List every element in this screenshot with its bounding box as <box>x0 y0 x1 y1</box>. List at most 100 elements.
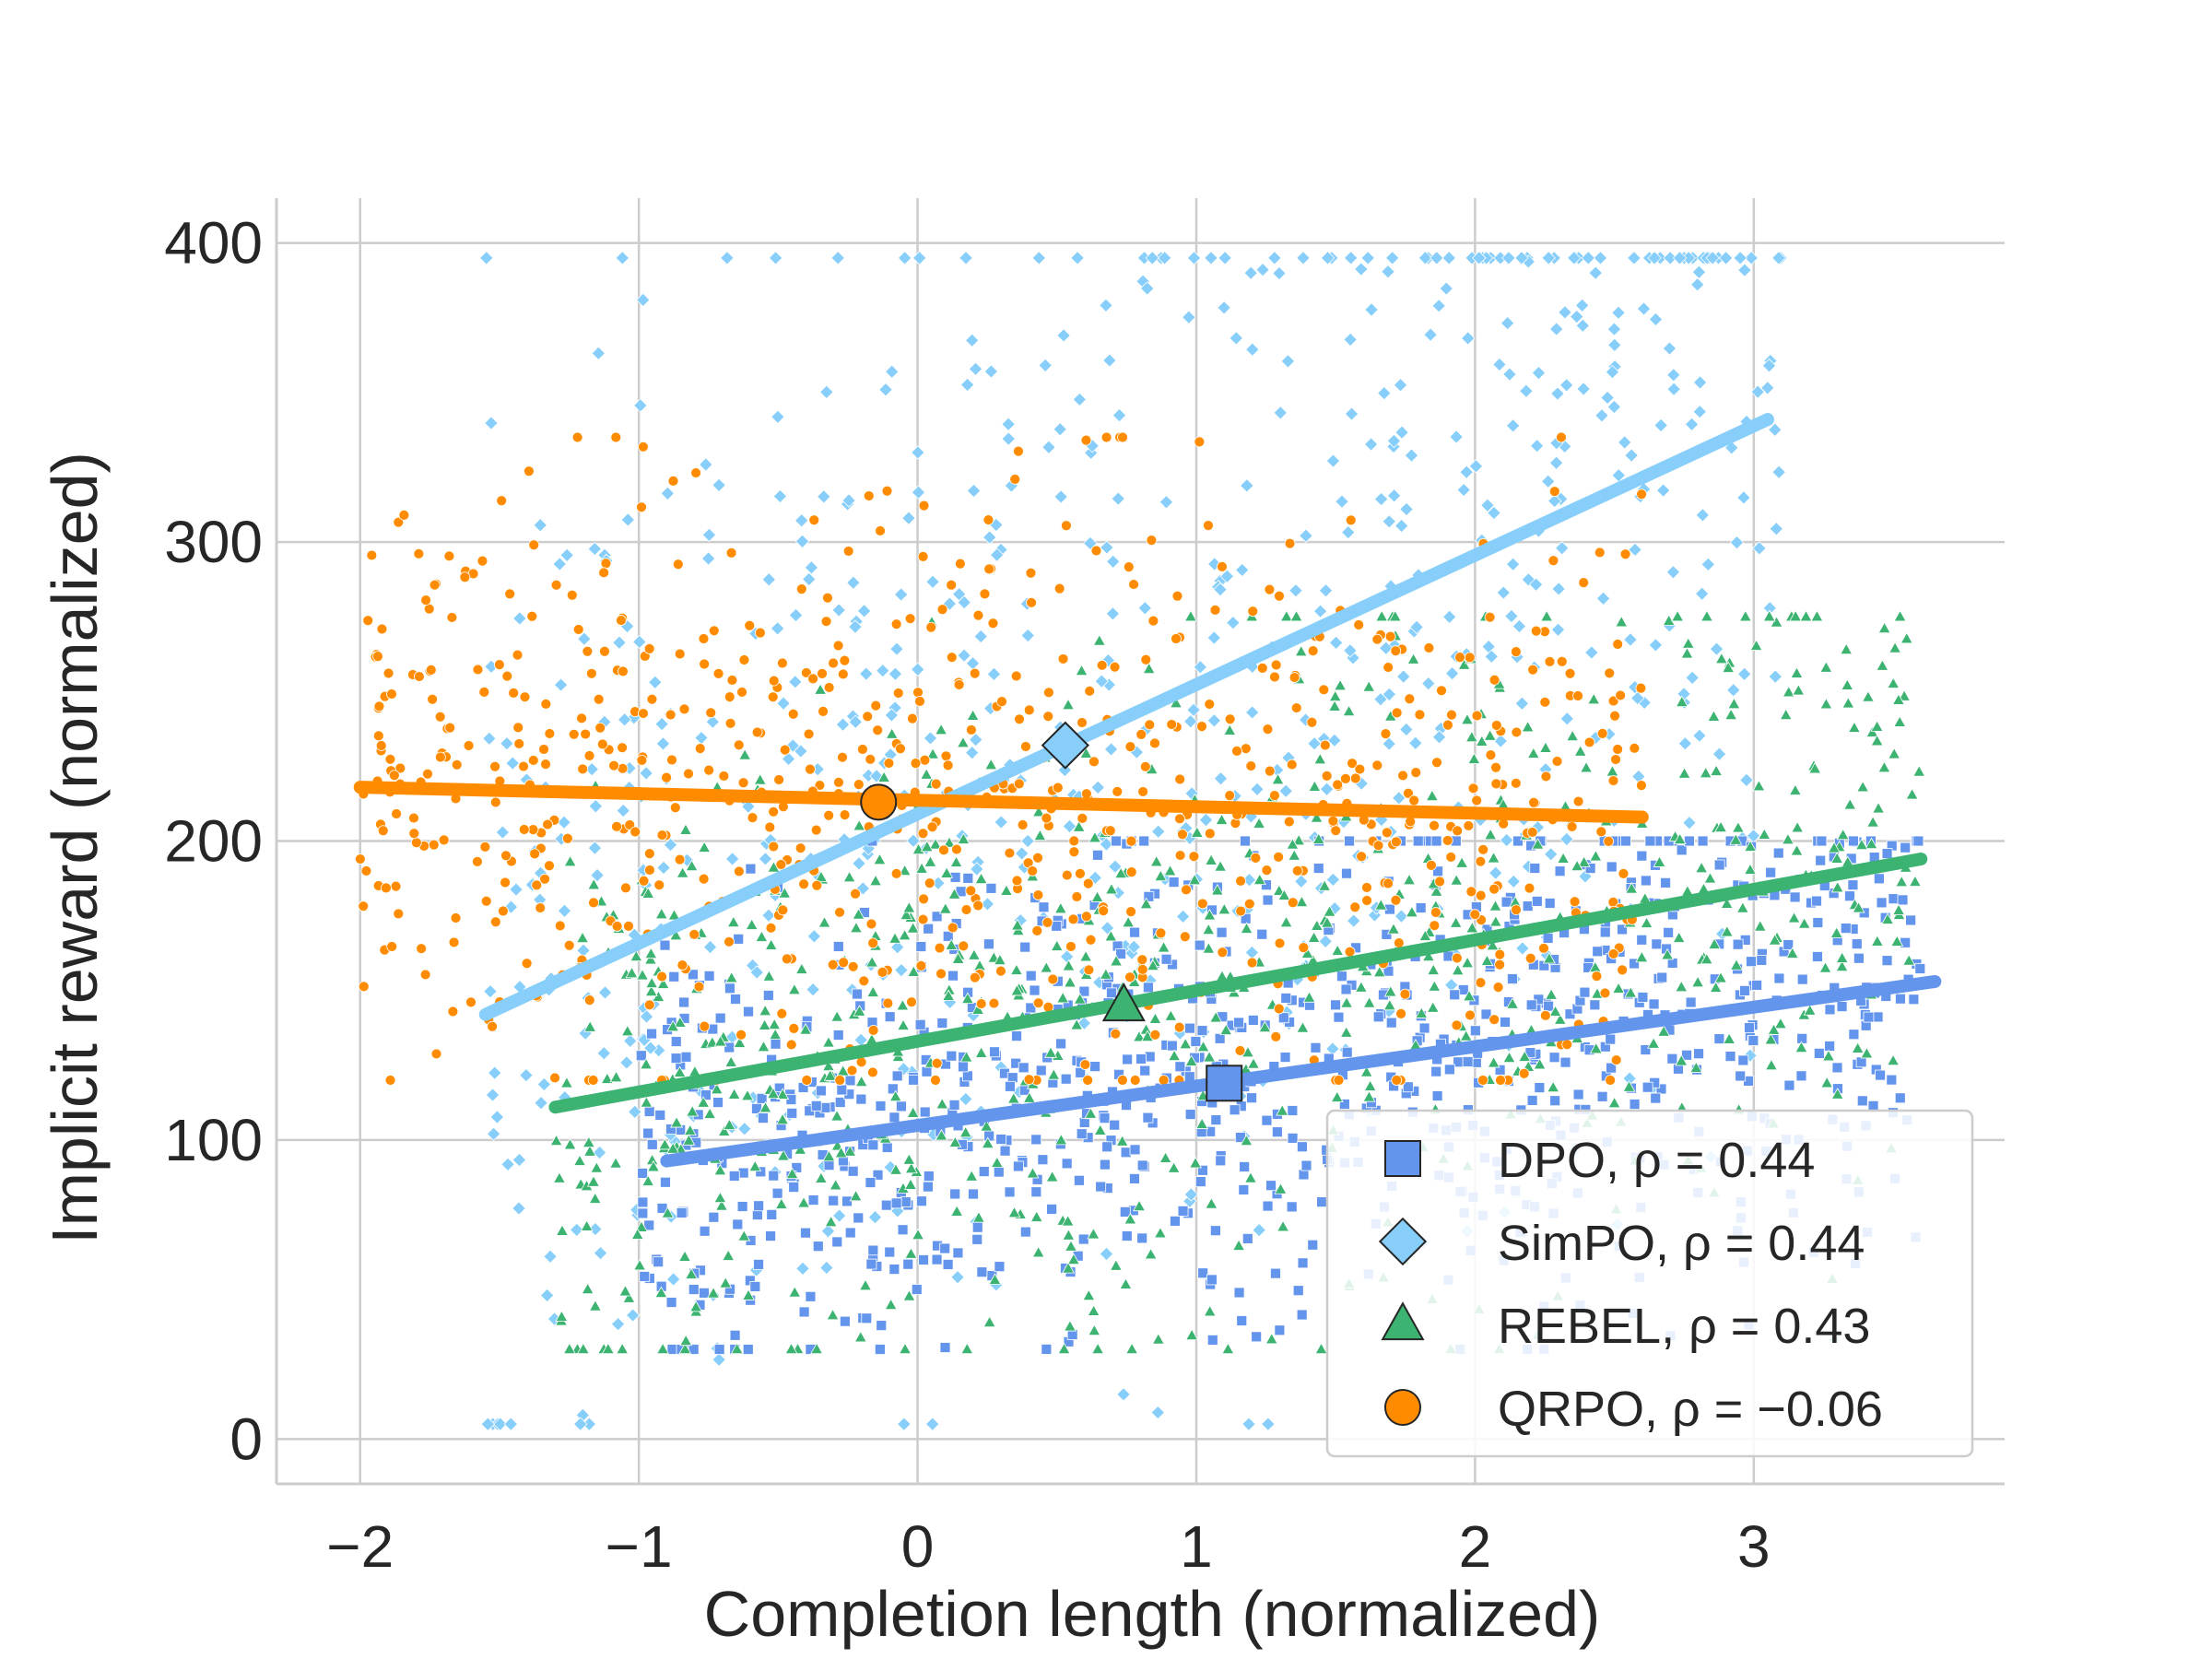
data-point-simpo <box>588 799 604 814</box>
data-point-rebel <box>689 1300 703 1312</box>
data-point-rebel <box>740 1088 754 1101</box>
data-point-dpo <box>1644 835 1656 847</box>
data-point-simpo <box>802 571 817 587</box>
data-point-qrpo <box>661 771 673 783</box>
data-point-qrpo <box>444 722 456 734</box>
data-point-qrpo <box>953 679 965 690</box>
data-point-qrpo <box>996 696 1007 708</box>
data-point-simpo <box>1057 762 1073 778</box>
data-point-simpo <box>970 862 984 877</box>
data-point-dpo <box>1606 1062 1617 1074</box>
data-point-qrpo <box>828 657 839 669</box>
data-point-rebel <box>552 1171 566 1183</box>
data-point-rebel <box>900 908 913 921</box>
data-point-qrpo <box>779 744 791 756</box>
data-point-dpo <box>1030 1186 1042 1198</box>
data-point-dpo <box>1876 897 1888 909</box>
data-point-rebel <box>1427 963 1441 975</box>
data-point-dpo <box>1526 1095 1538 1106</box>
data-point-qrpo <box>1146 535 1158 547</box>
data-point-rebel <box>1139 897 1153 910</box>
data-point-simpo <box>1505 557 1521 571</box>
data-point-rebel <box>766 1087 780 1100</box>
data-point-rebel <box>935 723 948 735</box>
data-point-simpo <box>749 965 764 980</box>
data-point-dpo <box>1756 955 1768 966</box>
data-point-rebel <box>636 968 650 981</box>
data-point-dpo <box>1279 1052 1291 1063</box>
data-point-rebel <box>865 955 879 968</box>
data-point-dpo <box>1196 1025 1208 1037</box>
data-point-simpo <box>553 677 569 692</box>
data-point-rebel <box>1203 908 1217 921</box>
data-point-rebel <box>1877 760 1891 773</box>
data-point-rebel <box>723 1118 736 1131</box>
data-point-simpo <box>770 621 785 636</box>
data-point-simpo <box>519 1067 534 1083</box>
data-point-qrpo <box>1488 674 1500 686</box>
data-point-qrpo <box>1041 812 1053 824</box>
data-point-dpo <box>665 1124 677 1135</box>
data-point-dpo <box>815 1085 827 1097</box>
data-point-rebel <box>830 1138 844 1151</box>
data-point-dpo <box>749 1281 761 1292</box>
data-point-simpo <box>1700 557 1716 572</box>
data-point-dpo <box>805 1290 817 1302</box>
data-point-qrpo <box>972 900 984 912</box>
data-point-qrpo <box>377 825 389 837</box>
data-point-qrpo <box>504 588 516 600</box>
data-point-qrpo <box>1327 815 1339 827</box>
data-point-simpo <box>1175 909 1191 924</box>
data-point-simpo <box>737 1122 752 1136</box>
data-point-simpo <box>1684 417 1700 432</box>
data-point-qrpo <box>1203 520 1214 531</box>
data-point-rebel <box>727 1088 741 1100</box>
y-tick-label: 400 <box>164 210 263 276</box>
data-point-simpo <box>663 837 678 853</box>
data-point-qrpo <box>914 695 925 707</box>
data-point-qrpo <box>563 939 575 951</box>
data-point-qrpo <box>1079 1059 1091 1070</box>
data-point-simpo <box>1459 465 1474 479</box>
data-point-qrpo <box>588 897 599 909</box>
data-point-qrpo <box>644 865 655 876</box>
data-point-simpo <box>1666 382 1681 396</box>
data-point-simpo <box>1244 945 1260 960</box>
data-point-dpo <box>852 988 863 1000</box>
data-point-dpo <box>646 1028 657 1040</box>
data-point-rebel <box>1900 631 1913 644</box>
data-point-rebel <box>1488 914 1502 927</box>
data-point-dpo <box>1848 1029 1860 1041</box>
data-point-simpo <box>539 1288 555 1303</box>
data-point-simpo <box>588 1221 603 1237</box>
data-point-qrpo <box>583 994 595 1006</box>
data-point-simpo <box>1325 453 1341 468</box>
data-point-dpo <box>985 882 997 894</box>
data-point-simpo <box>1384 251 1400 265</box>
data-point-dpo <box>708 1211 720 1223</box>
data-point-simpo <box>1145 251 1159 265</box>
data-point-rebel <box>1460 712 1474 725</box>
data-point-rebel <box>1767 1023 1781 1035</box>
data-point-rebel <box>1724 708 1738 721</box>
data-point-rebel <box>1374 899 1388 911</box>
data-point-dpo <box>1092 849 1103 861</box>
data-point-simpo <box>702 939 718 955</box>
data-point-rebel <box>948 1135 962 1147</box>
data-point-qrpo <box>653 879 665 891</box>
data-point-rebel <box>915 862 929 874</box>
data-point-qrpo <box>935 968 947 980</box>
data-point-rebel <box>834 1146 848 1159</box>
data-point-rebel <box>707 1287 721 1299</box>
data-point-qrpo <box>360 865 372 877</box>
data-point-qrpo <box>1052 782 1064 794</box>
data-point-rebel <box>759 1100 772 1113</box>
data-point-dpo <box>743 1006 754 1018</box>
data-point-dpo <box>918 1254 929 1265</box>
data-point-dpo <box>1772 847 1784 859</box>
data-point-dpo <box>1584 863 1596 874</box>
data-point-qrpo <box>1556 655 1568 667</box>
data-point-qrpo <box>1446 709 1457 721</box>
x-tick-label: 3 <box>1737 1513 1771 1580</box>
data-point-dpo <box>1888 893 1900 905</box>
